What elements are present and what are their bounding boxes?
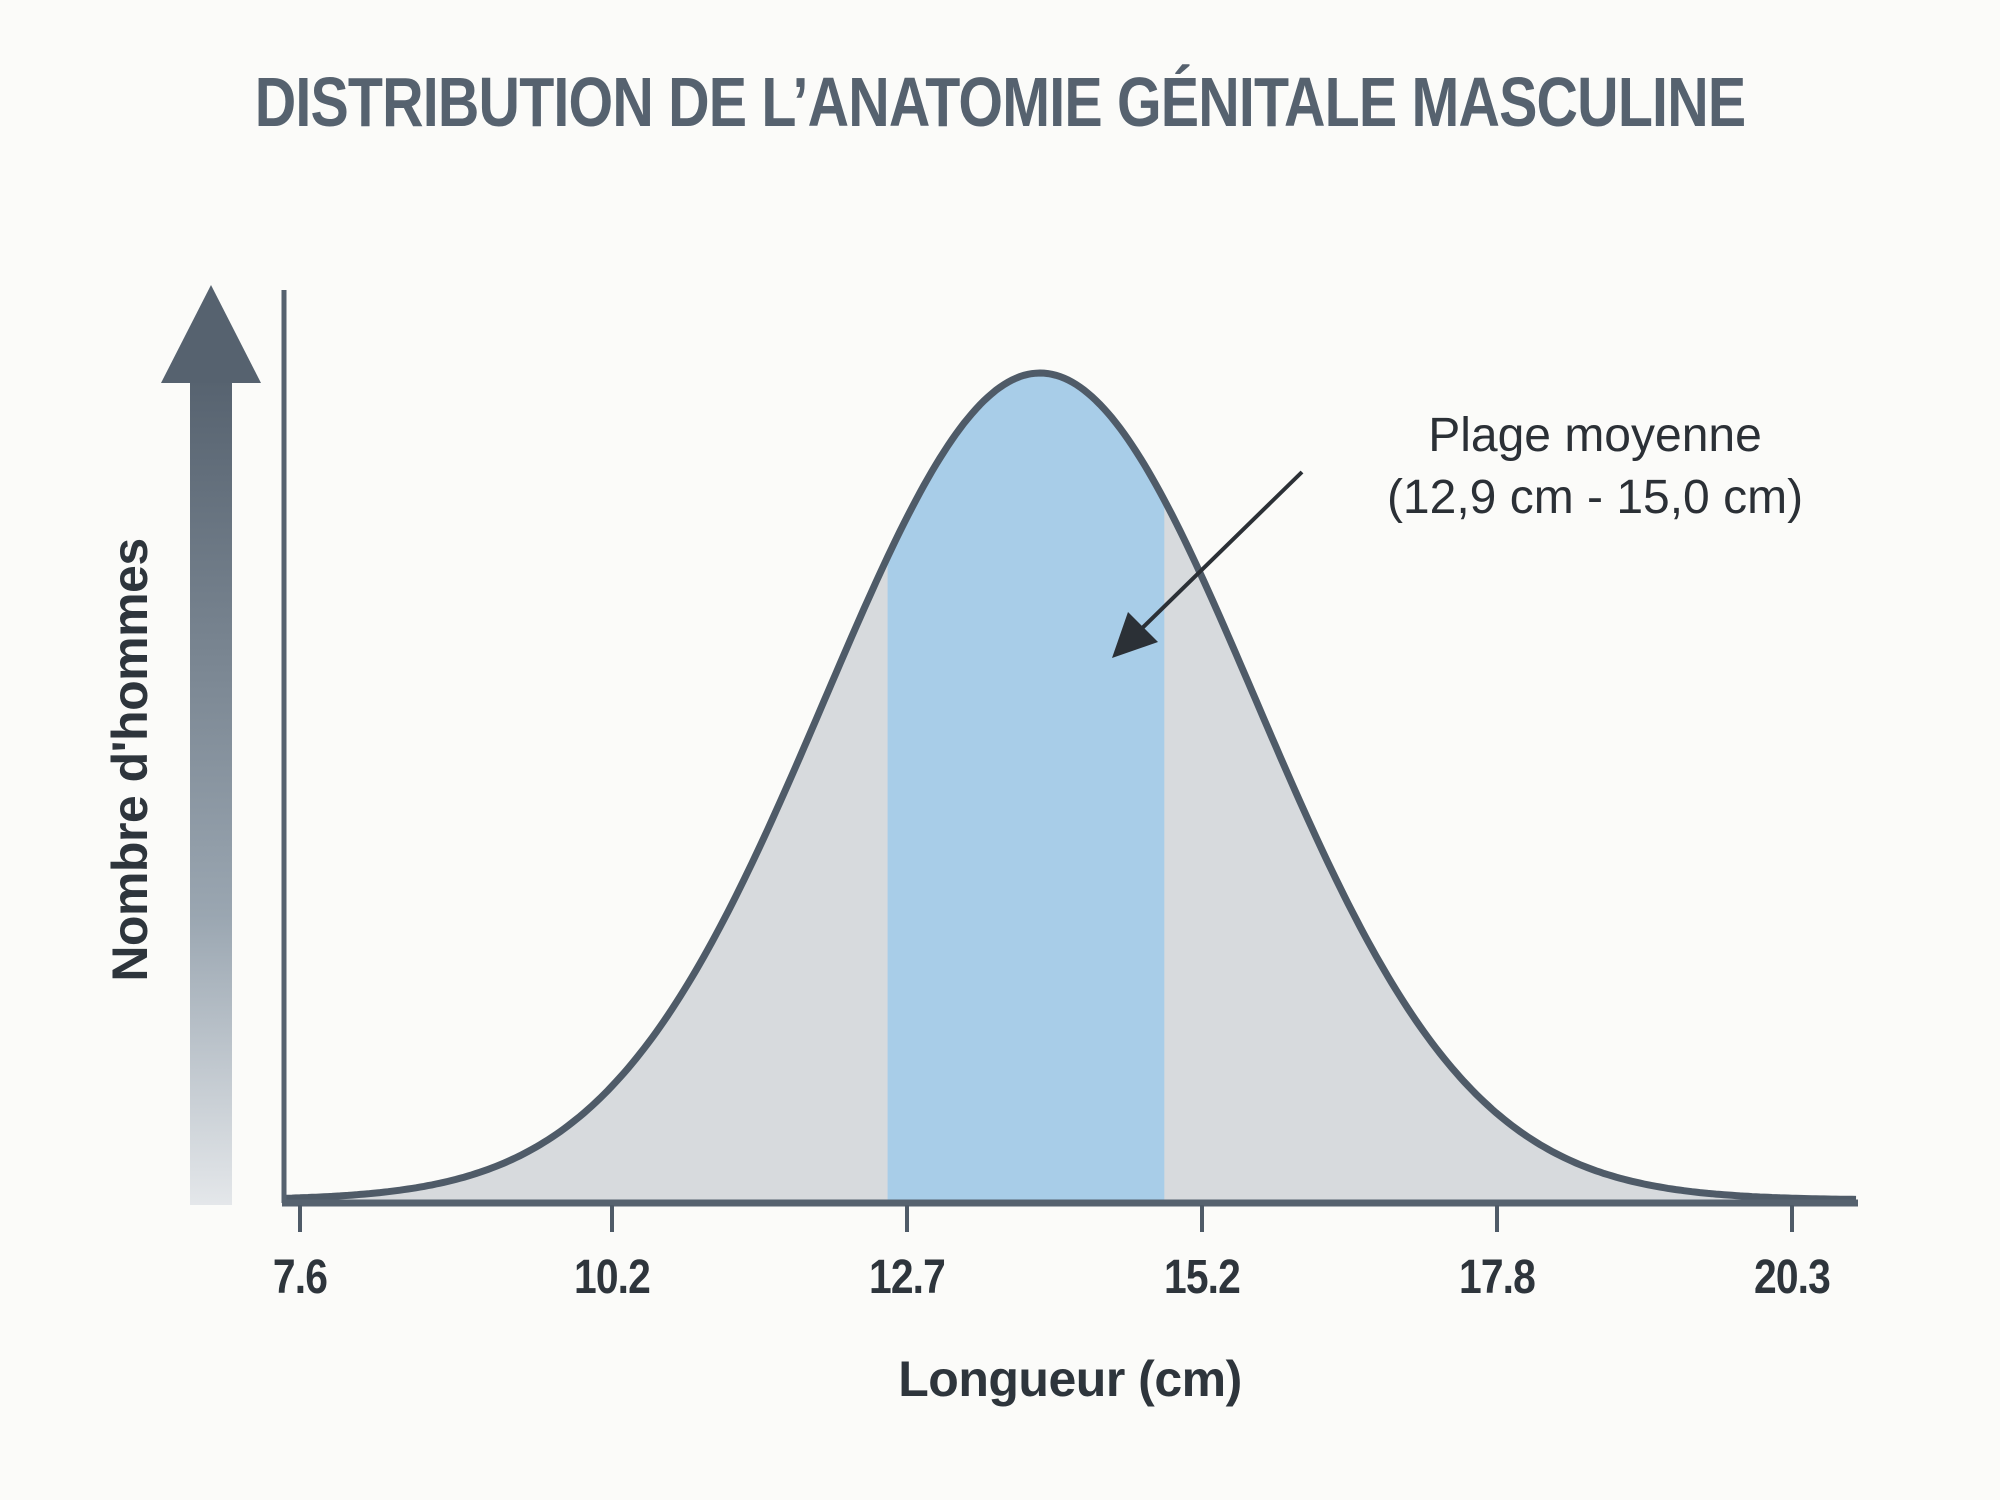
chart-title: DISTRIBUTION DE L’ANATOMIE GÉNITALE MASC… <box>254 63 1746 141</box>
average-range-highlight <box>887 373 1165 1200</box>
x-tick-label: 10.2 <box>573 1251 651 1304</box>
annotation-range: (12,9 cm - 15,0 cm) <box>1386 471 1804 524</box>
annotation-title: Plage moyenne <box>1428 409 1762 462</box>
y-axis-label: Nombre d'hommes <box>102 538 158 982</box>
x-tick-label: 17.8 <box>1458 1251 1536 1304</box>
x-axis-label: Longueur (cm) <box>898 1351 1242 1407</box>
x-tick-label: 20.3 <box>1753 1251 1831 1304</box>
annotation-arrow-icon <box>1112 470 1304 658</box>
annotation-label: Plage moyenne (12,9 cm - 15,0 cm) <box>1387 405 1803 529</box>
x-tick-label: 12.7 <box>868 1251 946 1304</box>
x-tick-label: 7.6 <box>272 1251 328 1304</box>
y-axis-arrow-icon <box>161 285 261 1205</box>
x-ticks <box>298 1205 1794 1232</box>
x-tick-label: 15.2 <box>1163 1251 1241 1304</box>
distribution-curve <box>283 369 1857 1203</box>
